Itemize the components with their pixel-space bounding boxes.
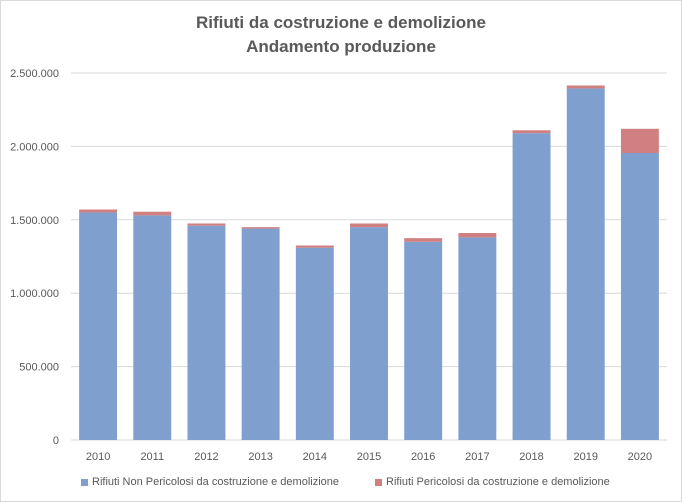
legend-item-pericolosi: Rifiuti Pericolosi da costruzione e demo…: [375, 476, 610, 488]
y-tick-label: 0: [53, 435, 59, 447]
y-tick-label: 1.500.000: [10, 215, 59, 227]
bar-pericolosi: [458, 233, 497, 238]
bar-non-pericolosi: [620, 153, 659, 441]
x-tick-label: 2017: [465, 451, 489, 463]
y-tick-label: 2.000.000: [10, 141, 59, 153]
bar-pericolosi: [187, 223, 226, 226]
x-tick-label: 2013: [248, 451, 272, 463]
bar-non-pericolosi: [241, 228, 280, 440]
bar-non-pericolosi: [295, 247, 334, 440]
x-tick-label: 2019: [573, 451, 597, 463]
bar-pericolosi: [295, 245, 334, 248]
x-tick-label: 2012: [194, 451, 218, 463]
legend-label-non-pericolosi: Rifiuti Non Pericolosi da costruzione e …: [92, 476, 340, 488]
y-tick-label: 1.000.000: [10, 288, 59, 300]
x-tick-label: 2011: [140, 451, 164, 463]
x-tick-label: 2010: [86, 451, 110, 463]
x-tick-label: 2015: [357, 451, 381, 463]
bar-non-pericolosi: [458, 237, 497, 440]
legend-swatch-pericolosi: [375, 478, 382, 486]
bar-non-pericolosi: [187, 225, 226, 440]
bar-non-pericolosi: [566, 88, 605, 440]
bar-pericolosi: [404, 238, 443, 242]
x-tick-label: 2014: [303, 451, 327, 463]
x-tick-label: 2018: [519, 451, 543, 463]
bar-non-pericolosi: [350, 227, 388, 440]
legend-item-non-pericolosi: Rifiuti Non Pericolosi da costruzione e …: [81, 476, 339, 488]
x-tick-label: 2016: [411, 451, 435, 463]
bar-non-pericolosi: [512, 133, 551, 441]
y-tick-label: 500.000: [19, 362, 59, 374]
bar-pericolosi: [350, 223, 388, 228]
bar-pericolosi: [512, 130, 551, 134]
legend-label-pericolosi: Rifiuti Pericolosi da costruzione e demo…: [386, 476, 610, 488]
chart-title-line1: Rifiuti da costruzione e demolizione: [196, 13, 486, 32]
chart-plot-area: 0 500.000 1.000.000 1.500.000 2.000.000 2.500…: [10, 68, 667, 463]
bar-non-pericolosi: [133, 215, 172, 440]
chart-title-line2: Andamento produzione: [246, 37, 436, 56]
y-axis-tick-labels: 0 500.000 1.000.000 1.500.000 2.000.000 2.500…: [10, 68, 59, 447]
x-tick-label: 2020: [628, 451, 652, 463]
bar-pericolosi: [620, 128, 659, 154]
bar-non-pericolosi: [79, 212, 118, 440]
y-tick-label: 2.500.000: [10, 68, 59, 80]
legend: Rifiuti Non Pericolosi da costruzione e …: [1, 476, 681, 492]
bar-pericolosi: [79, 209, 118, 213]
legend-swatch-non-pericolosi: [81, 478, 88, 486]
bar-pericolosi: [133, 211, 172, 216]
bar-pericolosi: [566, 85, 605, 89]
bar-pericolosi: [241, 227, 280, 229]
chart-title: Rifiuti da costruzione e demolizione And…: [1, 11, 681, 59]
x-axis-tick-labels: 2010 2011 2012 2013 2014 2015 2016 2017 2018 2019…: [86, 451, 652, 463]
bar-non-pericolosi: [404, 241, 443, 440]
bars: [79, 85, 659, 441]
